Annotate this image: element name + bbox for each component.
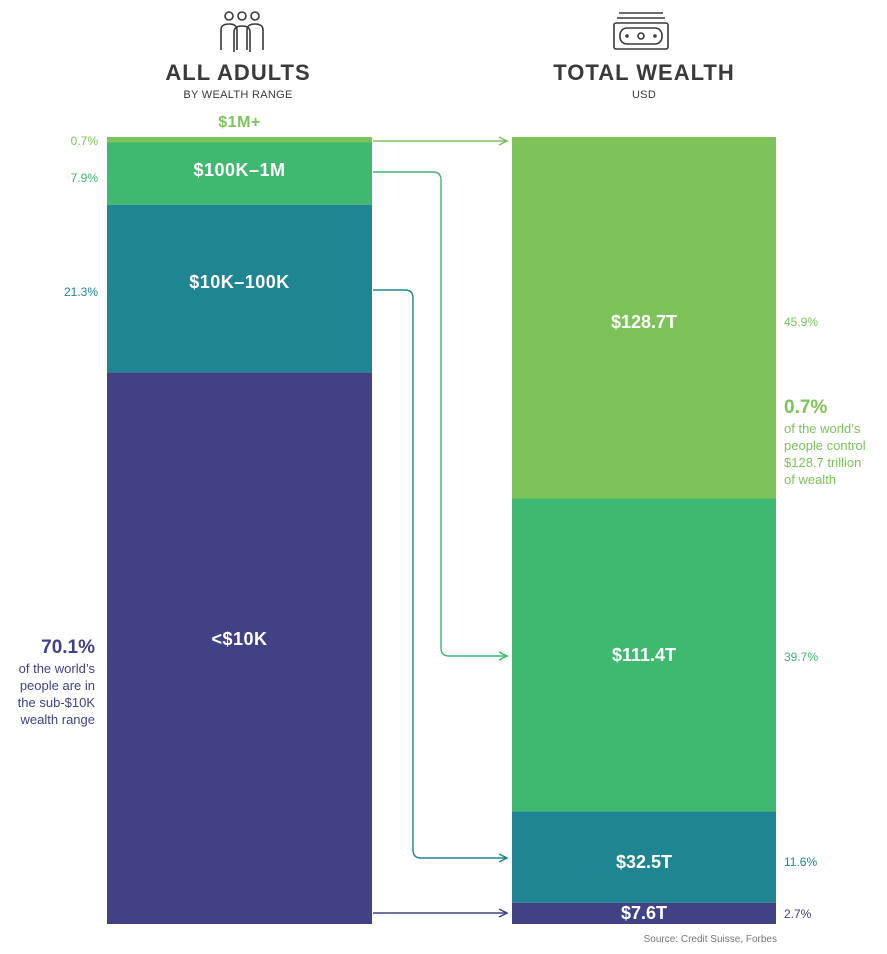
wealth-bar-label: $128.7T xyxy=(611,312,677,332)
connector-arrow xyxy=(373,171,507,656)
right-annotation-line: people control xyxy=(784,438,866,453)
right-annotation-line: of wealth xyxy=(784,472,837,487)
adults-bar-label: $10K–100K xyxy=(189,272,290,292)
left-annotation-value: 70.1% xyxy=(41,637,95,658)
left-annotation-line: of the world’s xyxy=(18,661,95,676)
adults-share-label: 0.7% xyxy=(71,134,99,148)
wealth-bar-3 xyxy=(512,137,776,499)
wealth-bar-2 xyxy=(512,498,776,812)
adults-bar-label: $1M+ xyxy=(218,114,260,131)
left-chart-title: ALL ADULTS xyxy=(165,60,311,85)
adults-bar-2 xyxy=(107,142,372,205)
right-annotation-value: 0.7% xyxy=(784,397,828,418)
left-annotation: 70.1% of the world’s people are in the s… xyxy=(18,636,95,728)
adults-bar-label: $100K–1M xyxy=(193,160,285,180)
source-note: Source: Credit Suisse, Forbes xyxy=(643,934,777,945)
left-annotation-line: the sub-$10K xyxy=(17,695,95,710)
wealth-bar-label: $7.6T xyxy=(621,903,667,923)
adults-share-label: 21.3% xyxy=(64,285,98,299)
left-annotation-line: people are in xyxy=(19,678,95,693)
right-annotation-line: of the world’s xyxy=(784,421,861,436)
adults-bar-1 xyxy=(107,204,372,373)
wealth-share-label: 45.9% xyxy=(784,315,818,329)
wealth-share-label: 39.7% xyxy=(784,650,818,664)
wealth-share-label: 2.7% xyxy=(784,907,812,921)
right-chart-title: TOTAL WEALTH xyxy=(553,60,735,85)
adults-bar-0 xyxy=(107,372,372,924)
wealth-bar-label: $111.4T xyxy=(612,645,676,665)
right-chart-subtitle: USD xyxy=(631,89,657,101)
money-icon xyxy=(613,12,669,50)
right-annotation-line: $128.7 trillion xyxy=(784,455,862,470)
left-chart-subtitle: BY WEALTH RANGE xyxy=(183,89,293,101)
left-annotation-line: wealth range xyxy=(20,712,95,727)
right-annotation: 0.7% of the world’s people control $128.… xyxy=(784,396,866,488)
wealth-bar-1 xyxy=(512,811,776,903)
adults-bar-3 xyxy=(107,137,372,143)
people-icon xyxy=(220,11,264,52)
adults-share-label: 7.9% xyxy=(71,171,99,185)
adults-bar-label: <$10K xyxy=(211,629,267,649)
wealth-share-label: 11.6% xyxy=(784,855,817,869)
wealth-bar-0 xyxy=(512,902,776,924)
wealth-bar-label: $32.5T xyxy=(616,852,672,872)
connector-arrow xyxy=(373,289,507,858)
